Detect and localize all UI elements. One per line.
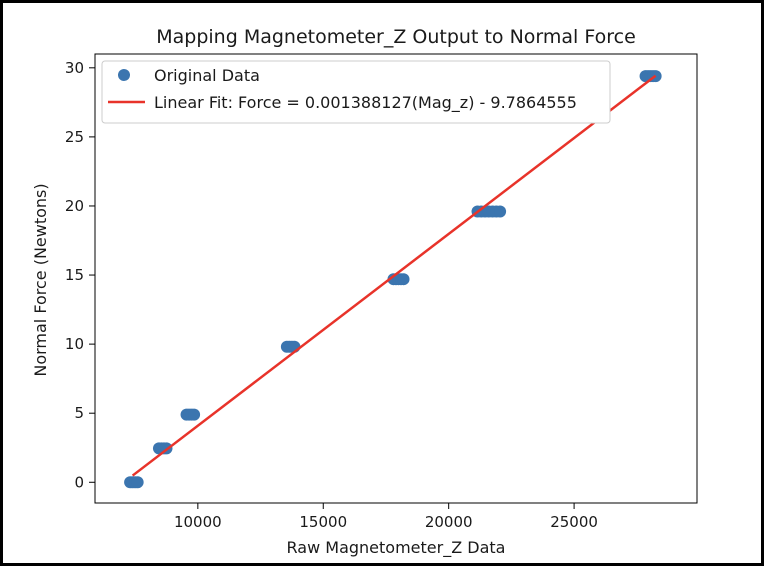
data-point [131, 476, 144, 489]
y-tick-label: 25 [65, 128, 84, 146]
data-point [188, 408, 201, 421]
y-axis-ticks: 0 5 10 15 20 25 30 [65, 59, 95, 491]
y-axis-label: Normal Force (Newtons) [31, 183, 50, 376]
x-tick-label: 10000 [174, 513, 222, 531]
x-tick-label: 25000 [550, 513, 598, 531]
x-axis-ticks: 10000 15000 20000 25000 [174, 503, 598, 531]
legend-label-linear-fit: Linear Fit: Force = 0.001388127(Mag_z) -… [154, 93, 577, 113]
y-tick-label: 5 [74, 404, 84, 422]
y-tick-label: 20 [65, 197, 84, 215]
legend-label-original-data: Original Data [154, 66, 260, 85]
y-tick-label: 15 [65, 266, 84, 284]
y-tick-label: 30 [65, 59, 84, 77]
legend-box [101, 60, 611, 124]
fit-line [131, 74, 657, 477]
x-axis-label: Raw Magnetometer_Z Data [287, 538, 506, 558]
x-tick-label: 15000 [299, 513, 347, 531]
legend: Original Data Linear Fit: Force = 0.0013… [101, 60, 611, 124]
x-tick-label: 20000 [425, 513, 473, 531]
y-tick-label: 0 [74, 473, 84, 491]
y-tick-label: 10 [65, 335, 84, 353]
data-point [397, 273, 410, 286]
chart-title: Mapping Magnetometer_Z Output to Normal … [156, 26, 636, 48]
legend-marker-original-data [118, 69, 130, 81]
axes-frame [94, 53, 698, 504]
plot-area [124, 70, 662, 489]
data-point [494, 205, 507, 218]
